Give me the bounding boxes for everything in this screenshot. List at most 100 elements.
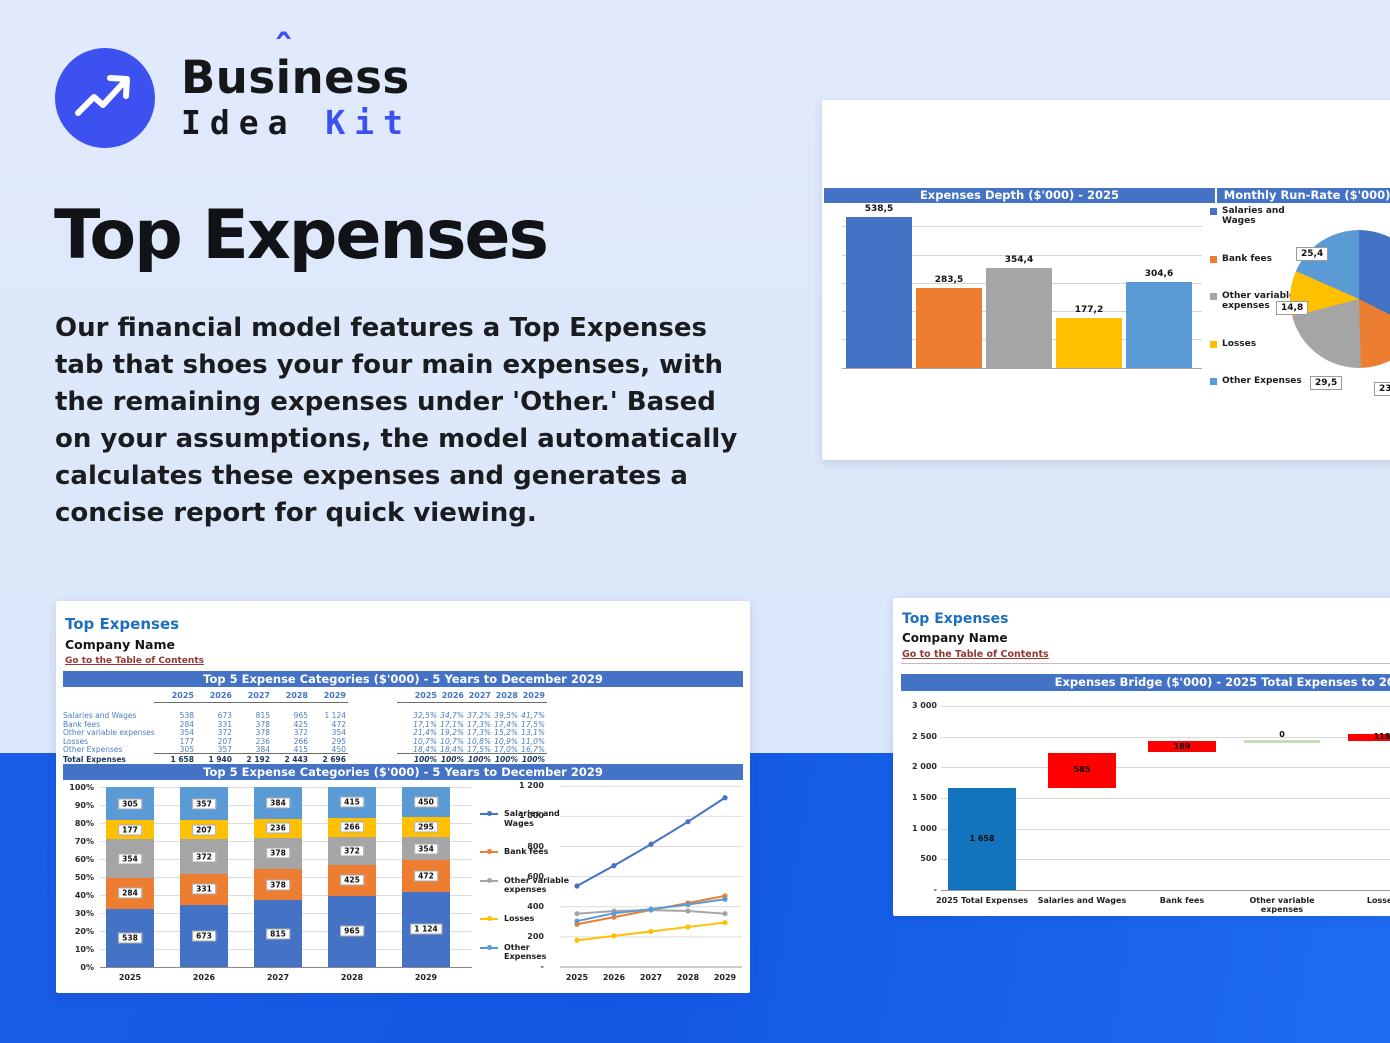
table-cell: 13,1% [521,728,545,737]
y-axis-label: 3 000 [911,701,937,711]
x-axis-label: Losses [1366,896,1390,905]
x-axis-label: Other variable expenses [1249,896,1315,914]
logo-word-kit: Kit [325,103,412,143]
segment-Salaries and Wages: 815 [254,900,302,967]
x-axis-label: 2029 [713,973,737,982]
total-label: Total Expenses [63,755,126,764]
segment-Salaries and Wages: 673 [180,904,228,967]
total-topline [154,753,348,754]
year-header: 2026 [209,691,232,700]
runrate-chart-header: Monthly Run-Rate ($'000) - 2025 [1217,188,1390,203]
total-topline [397,753,547,754]
x-axis-label: Bank fees [1159,896,1205,905]
bar-Losses [1056,318,1122,368]
y-axis-label: 800 [527,841,544,851]
table-cell: 2 696 [322,755,347,764]
data-point [648,841,654,847]
x-axis-label: 2027 [266,973,290,982]
y-axis-label: 10% [74,945,94,954]
table-cell: 284 [179,719,194,729]
legend-line-marker [480,811,498,816]
y-axis-label: 80% [74,819,94,828]
table-cell: 18,4% [440,745,464,754]
legend-label: Losses [1222,338,1257,349]
x-axis-label: 2025 Total Expenses [935,896,1029,905]
segment-Salaries and Wages: 538 [106,908,154,967]
page-description: Our financial model features a Top Expen… [55,313,738,528]
table-cell: 17,1% [440,719,464,729]
table-cell: 372 [293,728,308,737]
table-cell: 815 [255,711,270,720]
data-point [722,911,728,917]
gridline [941,736,1390,738]
legend-line-marker [480,877,498,883]
table-cell: 37,2% [467,711,491,720]
sheet-title: Top Expenses [902,611,1009,627]
brand-logo: Bus ˆ iness Idea Kit [55,30,412,148]
segment-value-label: 673 [192,930,216,942]
legend-label: Other Expenses [504,942,547,962]
table-cell: 32,5% [413,711,437,720]
table-cell: 450 [331,745,346,754]
table-cell: 10,8% [467,736,491,746]
table-cell: 378 [255,719,270,729]
legend-label: Bank fees [504,847,549,857]
legend-item: Salaries and Wages [1210,206,1306,227]
segment-value-label: 425 [340,874,364,886]
table-cell: 357 [217,745,232,754]
table-cell: 100% [413,755,437,764]
y-axis-label: 200 [527,931,544,941]
trend-arrow-icon [75,75,130,116]
year-header: 2025 [171,691,194,700]
data-point [722,919,728,926]
segment-value-label: 965 [340,925,364,937]
x-axis-label: 2027 [639,973,663,982]
logo-wordmark: Bus ˆ iness Idea Kit [181,30,412,143]
table-cell: 177 [179,736,194,746]
bar-value-label: 177,2 [1074,305,1104,316]
segment-Other variable expenses: 354 [402,836,450,861]
top5-table: 2025 2025 2026 2026 2027 2027 2028 2028 2029 2029… [63,691,743,764]
table-cell: 15,2% [494,728,518,737]
segment-Other Expenses: 384 [254,787,302,819]
segment-value-label: 378 [266,879,290,890]
table-cell: 354 [179,728,194,737]
table-cell: 2 192 [246,755,271,764]
y-axis-label: 100% [69,783,94,792]
year-header: 2029 [323,691,346,700]
segment-Bank fees: 378 [254,868,302,901]
table-cell: 331 [217,719,232,729]
table-cell: 472 [331,719,346,729]
segment-Bank fees: 331 [180,873,228,905]
legend-line-marker [480,849,498,855]
legend-label: Other variable expenses [504,875,570,895]
legend-label: Salaries and Wages [504,809,560,828]
year-underline [154,702,348,703]
data-point [685,901,691,908]
gridline [941,798,1390,800]
table-of-contents-link[interactable]: Go to the Table of Contents [902,649,1049,660]
company-name: Company Name [902,631,1008,645]
waterfall-bar-Salaries and Wages [1048,752,1116,789]
pie-slice-label: 29,5 [1310,376,1343,390]
y-axis-label: 1 200 [518,781,544,791]
table-of-contents-link[interactable]: Go to the Table of Contents [65,656,204,666]
segment-value-label: 284 [118,887,142,899]
y-axis-label: 40% [74,891,94,900]
segment-Salaries and Wages: 965 [328,895,376,967]
table-cell: 100% [440,755,464,764]
depth-card-headers: Expenses Depth ($'000) - 2025 Monthly Ru… [824,188,1390,203]
expenses-depth-card: Expenses Depth ($'000) - 2025 Monthly Ru… [822,100,1390,460]
y-axis-label: 400 [527,901,544,911]
segment-value-label: 331 [192,883,216,895]
data-point [685,924,691,930]
pie-slice-label: 14,8 [1276,301,1309,315]
table-cell: 17,1% [413,719,437,729]
stacked-bar-chart: 100% 90% 80% 70% 60% 50% 40% 30% 20% 10% 0% 538 284 3… [66,783,506,985]
y-axis-label: 50% [74,873,94,882]
line-chart: 1 200 1 000 800 600 400 200 - 2025 2026 2027 2028 2… [508,781,748,990]
segment-Losses: 295 [402,817,450,837]
table-cell: 415 [293,745,308,754]
table-cell: 1 658 [170,755,195,764]
bar-Salaries and Wages [846,216,912,368]
